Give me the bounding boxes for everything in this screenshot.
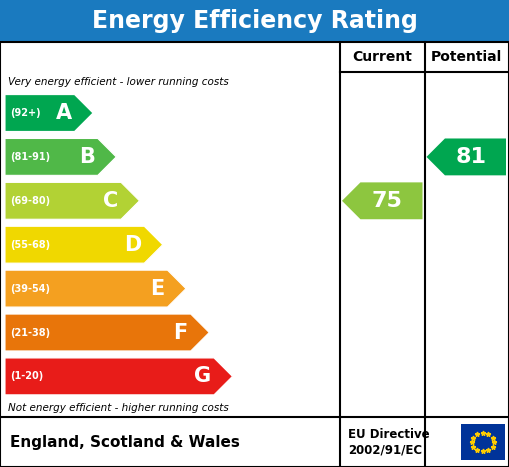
Text: A: A: [55, 103, 72, 123]
Bar: [0, 417, 509, 467]
Bar: [461, 424, 505, 460]
Text: 81: 81: [456, 147, 487, 167]
Text: England, Scotland & Wales: England, Scotland & Wales: [10, 434, 240, 450]
Text: Very energy efficient - lower running costs: Very energy efficient - lower running co…: [8, 77, 229, 87]
Polygon shape: [5, 183, 139, 219]
Text: C: C: [103, 191, 118, 211]
Text: (55-68): (55-68): [10, 240, 50, 250]
Text: B: B: [79, 147, 95, 167]
Text: EU Directive
2002/91/EC: EU Directive 2002/91/EC: [348, 428, 430, 456]
Text: Not energy efficient - higher running costs: Not energy efficient - higher running co…: [8, 403, 229, 413]
Text: (81-91): (81-91): [10, 152, 50, 162]
Text: Energy Efficiency Rating: Energy Efficiency Rating: [92, 9, 417, 33]
Text: (21-38): (21-38): [10, 327, 50, 338]
Polygon shape: [5, 358, 233, 395]
Text: D: D: [124, 235, 142, 255]
Text: (92+): (92+): [10, 108, 41, 118]
Polygon shape: [5, 226, 163, 263]
Text: (1-20): (1-20): [10, 371, 43, 382]
Text: (69-80): (69-80): [10, 196, 50, 206]
Polygon shape: [5, 270, 186, 307]
Polygon shape: [5, 95, 93, 131]
Polygon shape: [342, 183, 422, 219]
Text: (39-54): (39-54): [10, 283, 50, 294]
Bar: [0, 0, 509, 42]
Polygon shape: [5, 139, 116, 175]
Polygon shape: [5, 314, 209, 351]
Text: G: G: [194, 367, 211, 386]
Text: F: F: [174, 323, 188, 342]
Polygon shape: [427, 139, 506, 175]
Text: 75: 75: [372, 191, 402, 211]
Text: Current: Current: [352, 50, 412, 64]
Text: Potential: Potential: [431, 50, 502, 64]
Text: E: E: [150, 279, 164, 298]
